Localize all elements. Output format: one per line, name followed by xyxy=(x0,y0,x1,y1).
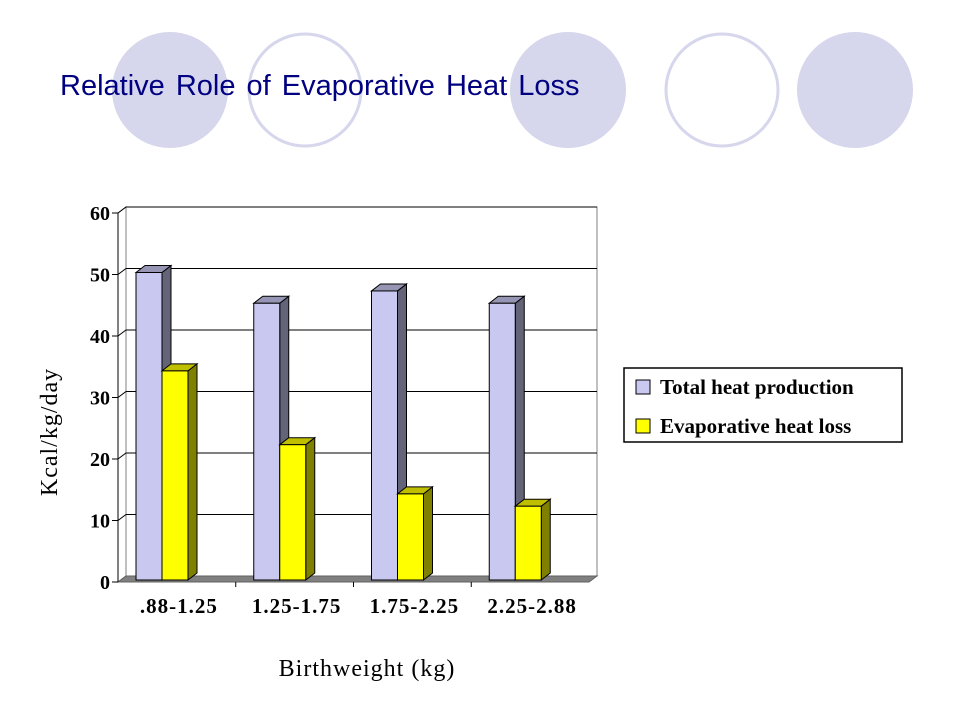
bar-total-heat-production xyxy=(253,302,281,581)
y-tick-label: 40 xyxy=(90,326,110,348)
legend-swatch xyxy=(635,418,651,434)
legend-label: Evaporative heat loss xyxy=(660,414,851,438)
x-tick-label: .88-1.25 xyxy=(140,594,218,618)
decorative-circle-filled xyxy=(112,32,228,148)
y-tick-label: 30 xyxy=(90,388,110,410)
y-tick-label: 20 xyxy=(90,449,110,471)
x-tick-label: 1.25-1.75 xyxy=(252,594,342,618)
bar-total-heat-production xyxy=(371,290,398,581)
x-tick-label: 2.25-2.88 xyxy=(487,594,577,618)
gridline xyxy=(117,514,597,521)
bar-total-heat-production xyxy=(488,302,516,581)
bar-evaporative-heat-loss xyxy=(161,370,189,581)
bar-evaporative-heat-loss xyxy=(514,505,542,581)
legend-label: Total heat production xyxy=(660,375,854,399)
bar-evaporative-heat-loss xyxy=(279,444,307,581)
decorative-circle-filled xyxy=(510,32,626,148)
decorative-circles xyxy=(112,32,913,148)
x-axis-title: Birthweight (kg) xyxy=(279,656,456,682)
gridline xyxy=(117,268,597,275)
decorative-circle-ring xyxy=(664,32,780,148)
bar-evaporative-heat-loss-side xyxy=(423,485,433,582)
bar-evaporative-heat-loss xyxy=(397,493,424,581)
legend-swatch xyxy=(635,379,651,395)
bar-total-heat-production xyxy=(135,272,163,581)
slide-title: Relative Role of Evaporative Heat Loss xyxy=(60,70,580,102)
decorative-circle-ring xyxy=(247,32,363,148)
gridline xyxy=(117,391,597,398)
x-tick-label: 1.75-2.25 xyxy=(370,594,460,618)
legend-box xyxy=(623,367,903,443)
y-tick-label: 50 xyxy=(90,265,110,287)
gridline xyxy=(117,329,597,337)
bar-evaporative-heat-loss-side xyxy=(540,498,551,582)
gridline xyxy=(117,452,597,460)
decorative-circle-filled xyxy=(797,32,913,148)
bar-evaporative-heat-loss-side xyxy=(187,362,198,582)
y-axis-title: Kcal/kg/day xyxy=(37,368,63,496)
bar-evaporative-heat-loss-side xyxy=(305,436,316,582)
gridline xyxy=(117,206,597,214)
y-tick-label: 10 xyxy=(90,511,110,533)
y-tick-label: 0 xyxy=(100,572,110,594)
y-tick-label: 60 xyxy=(90,203,110,225)
plot-floor xyxy=(116,575,599,583)
